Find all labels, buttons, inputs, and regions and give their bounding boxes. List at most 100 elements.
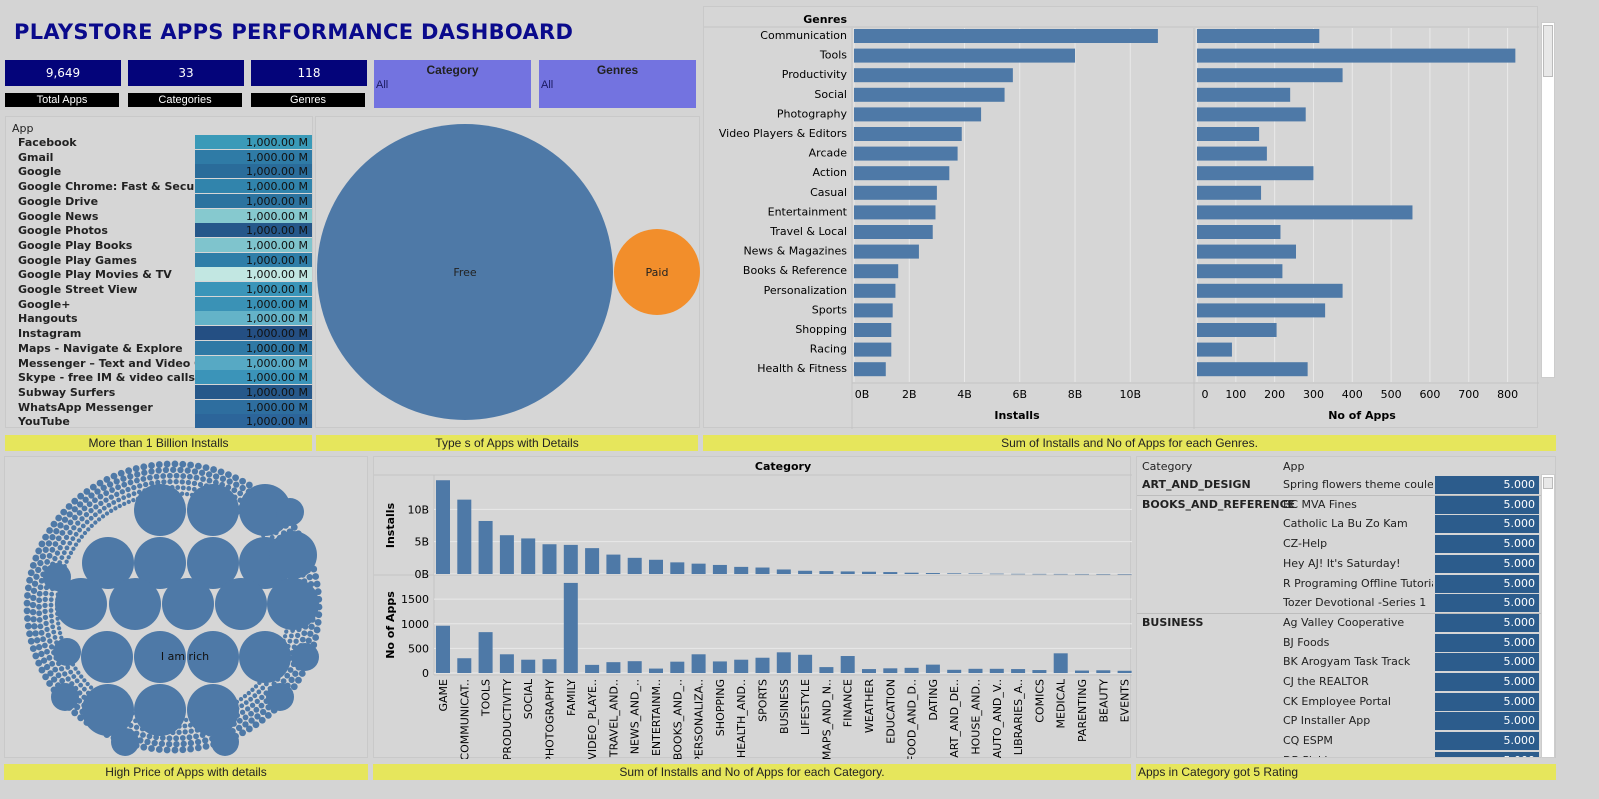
rating-app-name[interactable]: CK Employee Portal [1283, 694, 1391, 708]
price-bubble-small[interactable] [114, 491, 120, 497]
price-bubble-small[interactable] [301, 630, 308, 637]
category-installs-bar[interactable] [925, 573, 940, 574]
price-bubble-small[interactable] [148, 468, 155, 475]
price-bubble[interactable] [211, 728, 239, 756]
price-bubble-small[interactable] [65, 503, 73, 510]
genre-installs-bar[interactable] [854, 342, 892, 357]
category-installs-bar[interactable] [563, 544, 578, 574]
price-bubble-small[interactable] [254, 713, 261, 720]
price-bubble-small[interactable] [106, 481, 114, 488]
price-bubble-small[interactable] [239, 729, 246, 737]
category-installs-bar[interactable] [989, 573, 1004, 575]
price-bubble-small[interactable] [299, 636, 306, 643]
genre-apps-bar[interactable] [1197, 362, 1308, 377]
price-bubble[interactable] [269, 531, 317, 579]
price-bubble-small[interactable] [242, 721, 249, 728]
genre-installs-bar[interactable] [854, 225, 933, 239]
genre-apps-bar[interactable] [1197, 127, 1260, 141]
top-app-row[interactable]: Messenger – Text and Video Chat f.. 1,000… [6, 355, 312, 371]
price-bubble-small[interactable] [148, 745, 155, 752]
price-bubble-small[interactable] [71, 674, 77, 679]
genres-scrollbar[interactable] [1541, 22, 1555, 378]
price-bubble-small[interactable] [248, 710, 254, 717]
price-bubble[interactable] [162, 578, 214, 630]
price-bubble-small[interactable] [44, 648, 50, 655]
price-bubble-small[interactable] [191, 480, 198, 486]
price-bubble[interactable] [187, 537, 239, 589]
top-app-row[interactable]: Maps - Navigate & Explore 1,000.00 M [6, 340, 312, 356]
rating-app-name[interactable]: CP Installer App [1283, 714, 1371, 728]
price-bubble-small[interactable] [82, 496, 89, 503]
price-bubble-small[interactable] [134, 477, 140, 484]
price-bubble-small[interactable] [243, 700, 249, 706]
price-bubble-small[interactable] [29, 608, 37, 616]
price-bubble-small[interactable] [92, 497, 98, 504]
price-bubble-small[interactable] [113, 478, 120, 485]
top-app-row[interactable]: Google Street View 1,000.00 M [6, 282, 312, 297]
price-bubble-small[interactable] [125, 486, 131, 493]
price-bubble-small[interactable] [248, 696, 254, 702]
price-bubble-small[interactable] [88, 492, 95, 499]
genre-installs-bar[interactable] [854, 87, 1005, 102]
price-bubble[interactable] [43, 563, 71, 591]
genre-installs-bar[interactable] [854, 244, 919, 259]
category-apps-bar[interactable] [798, 654, 813, 673]
price-bubble-small[interactable] [30, 616, 37, 623]
price-bubble-small[interactable] [100, 484, 107, 491]
category-apps-bar[interactable] [1117, 670, 1132, 673]
price-bubble-small[interactable] [259, 708, 267, 716]
category-installs-bar[interactable] [649, 559, 663, 574]
price-bubble-small[interactable] [55, 514, 63, 522]
price-bubble-small[interactable] [313, 580, 321, 588]
genre-apps-bar[interactable] [1197, 303, 1326, 318]
genre-apps-bar[interactable] [1197, 185, 1262, 200]
category-apps-bar[interactable] [1053, 653, 1068, 673]
price-bubble-small[interactable] [43, 590, 49, 597]
price-bubble-small[interactable] [111, 500, 117, 505]
price-bubble-small[interactable] [86, 527, 91, 532]
price-bubble-small[interactable] [109, 487, 115, 493]
price-bubble-small[interactable] [93, 520, 98, 525]
price-bubble-small[interactable] [46, 527, 54, 534]
category-apps-bar[interactable] [670, 661, 685, 673]
price-bubble-small[interactable] [23, 599, 31, 607]
price-bubble-small[interactable] [51, 629, 57, 635]
category-apps-bar[interactable] [521, 659, 536, 673]
price-bubble-small[interactable] [27, 569, 35, 577]
price-bubble-small[interactable] [231, 487, 238, 494]
price-bubble-small[interactable] [287, 638, 293, 644]
price-bubble-small[interactable] [85, 681, 90, 687]
genre-installs-bar[interactable] [854, 107, 982, 122]
price-bubble-small[interactable] [49, 591, 55, 597]
price-bubble-small[interactable] [96, 517, 102, 522]
price-bubble-small[interactable] [298, 670, 306, 677]
price-bubble-small[interactable] [43, 663, 51, 671]
category-installs-bar[interactable] [478, 520, 493, 574]
price-bubble-small[interactable] [66, 555, 71, 560]
category-installs-bar[interactable] [499, 535, 514, 574]
price-bubble-small[interactable] [158, 740, 166, 747]
price-bubble-small[interactable] [48, 608, 54, 613]
price-bubble-small[interactable] [140, 463, 148, 471]
price-bubble[interactable] [81, 631, 133, 683]
genre-installs-bar[interactable] [854, 264, 899, 279]
genres-filter-value[interactable]: All [541, 79, 554, 91]
price-bubble-small[interactable] [287, 667, 294, 673]
price-bubble-small[interactable] [68, 550, 74, 556]
price-bubble-small[interactable] [120, 475, 127, 482]
category-apps-bar[interactable] [776, 652, 791, 673]
price-bubble-small[interactable] [56, 626, 62, 631]
price-bubble-small[interactable] [171, 460, 179, 468]
price-bubble-small[interactable] [259, 694, 265, 700]
category-apps-bar[interactable] [883, 668, 898, 673]
price-bubble-small[interactable] [205, 471, 213, 478]
category-apps-bar[interactable] [840, 656, 855, 673]
price-bubble-small[interactable] [81, 686, 87, 692]
price-bubble-small[interactable] [26, 630, 33, 638]
price-bubble-small[interactable] [288, 676, 295, 683]
rating-app-name[interactable]: Hey AJ! It's Saturday! [1283, 556, 1401, 570]
price-bubble-small[interactable] [132, 465, 140, 472]
category-installs-bar[interactable] [883, 572, 898, 574]
price-bubble-small[interactable] [155, 467, 162, 474]
price-bubble-small[interactable] [122, 501, 127, 507]
